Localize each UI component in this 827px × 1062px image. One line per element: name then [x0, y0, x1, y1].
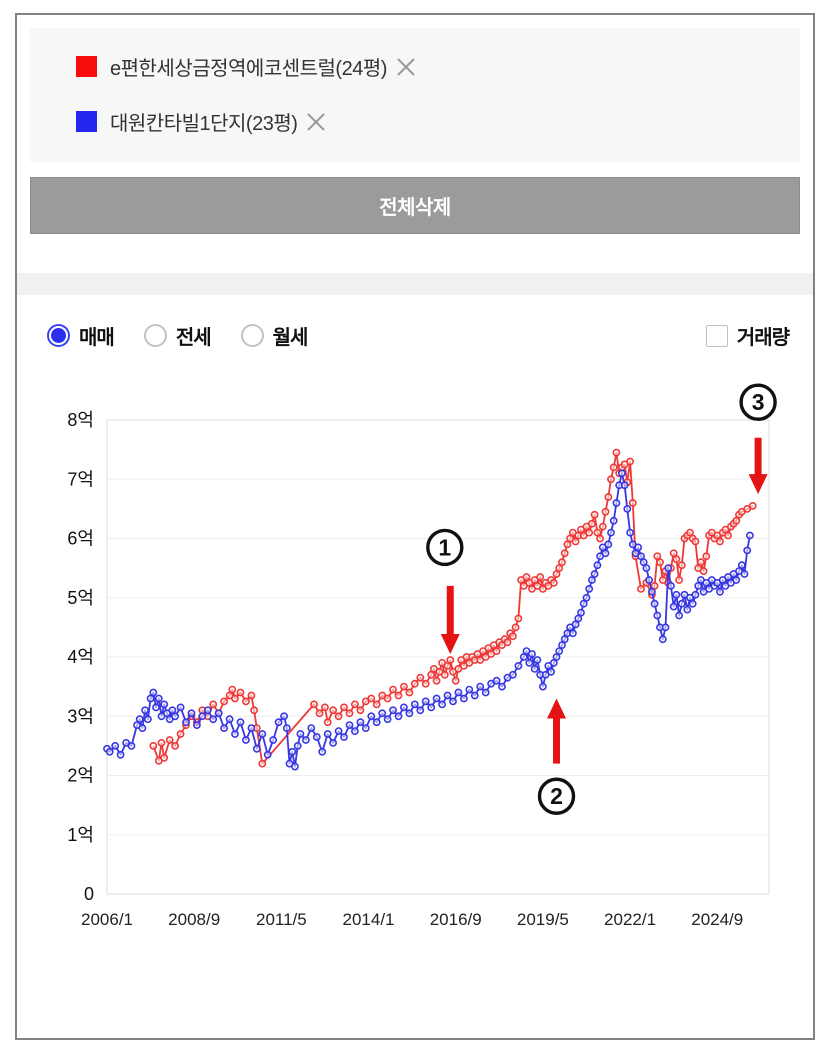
checkbox-icon[interactable] — [705, 324, 728, 347]
svg-text:6억: 6억 — [67, 529, 94, 549]
close-x-icon[interactable] — [395, 56, 417, 78]
svg-text:2억: 2억 — [67, 766, 94, 786]
price-chart[interactable]: 0 1억 2억 3억 4억 5억 6억 7억 8억 2006/1 2008/9 2011/5 2014/… — [55, 382, 789, 947]
complex-name-label: 대원칸타빌1단지(23평) — [110, 113, 298, 135]
svg-text:0: 0 — [84, 884, 94, 904]
svg-text:3: 3 — [752, 389, 765, 415]
radio-월세[interactable]: 월세 — [240, 321, 309, 350]
series-color-swatch — [76, 56, 97, 77]
svg-text:2016/9: 2016/9 — [430, 910, 482, 929]
chart-section: 매매 전세 월세 거래량 0 1억 2억 3억 4억 5억 6억 7억 8억 2006/1 2008/9… — [17, 295, 813, 947]
radio-circle-icon[interactable] — [47, 324, 70, 347]
svg-text:2014/1: 2014/1 — [343, 910, 395, 929]
svg-text:8억: 8억 — [67, 410, 94, 430]
close-x-icon[interactable] — [305, 111, 327, 133]
price-chart-svg[interactable]: 0 1억 2억 3억 4억 5억 6억 7억 8억 2006/1 2008/9 2011/5 2014/… — [55, 382, 795, 942]
svg-text:3억: 3억 — [67, 706, 94, 726]
svg-text:2008/9: 2008/9 — [168, 910, 220, 929]
svg-text:4억: 4억 — [67, 647, 94, 667]
svg-text:2011/5: 2011/5 — [256, 910, 307, 929]
radio-label: 전세 — [175, 327, 212, 349]
svg-text:2019/5: 2019/5 — [517, 910, 569, 929]
svg-text:2024/9: 2024/9 — [691, 910, 743, 929]
radio-매매[interactable]: 매매 — [47, 321, 115, 350]
radio-전세[interactable]: 전세 — [143, 321, 212, 350]
volume-checkbox-label: 거래량 — [736, 327, 790, 349]
series-color-swatch — [76, 111, 97, 132]
svg-text:2022/1: 2022/1 — [604, 910, 656, 929]
svg-text:2006/1: 2006/1 — [81, 910, 133, 929]
section-divider — [17, 273, 813, 295]
radio-label: 월세 — [272, 327, 309, 349]
svg-text:1: 1 — [438, 534, 451, 560]
svg-text:5억: 5억 — [67, 588, 94, 608]
svg-text:7억: 7억 — [67, 469, 94, 489]
legend-item: 대원칸타빌1단지(23평) — [76, 107, 780, 136]
svg-text:2: 2 — [550, 783, 563, 809]
trade-type-controls: 매매 전세 월세 거래량 — [47, 321, 790, 350]
legend-item: e편한세상금정역에코센트럴(24평) — [76, 52, 780, 81]
radio-label: 매매 — [79, 327, 115, 349]
volume-checkbox[interactable]: 거래량 — [705, 321, 790, 350]
widget-frame: e편한세상금정역에코센트럴(24평) 대원칸타빌1단지(23평) 전체삭제 매매 전… — [15, 13, 815, 1040]
svg-text:1억: 1억 — [67, 825, 94, 845]
complex-name-label: e편한세상금정역에코센트럴(24평) — [110, 58, 387, 80]
delete-all-button[interactable]: 전체삭제 — [30, 177, 800, 234]
radio-circle-icon[interactable] — [240, 324, 264, 347]
radio-circle-icon[interactable] — [143, 324, 167, 347]
comparison-panel: e편한세상금정역에코센트럴(24평) 대원칸타빌1단지(23평) — [30, 28, 800, 162]
